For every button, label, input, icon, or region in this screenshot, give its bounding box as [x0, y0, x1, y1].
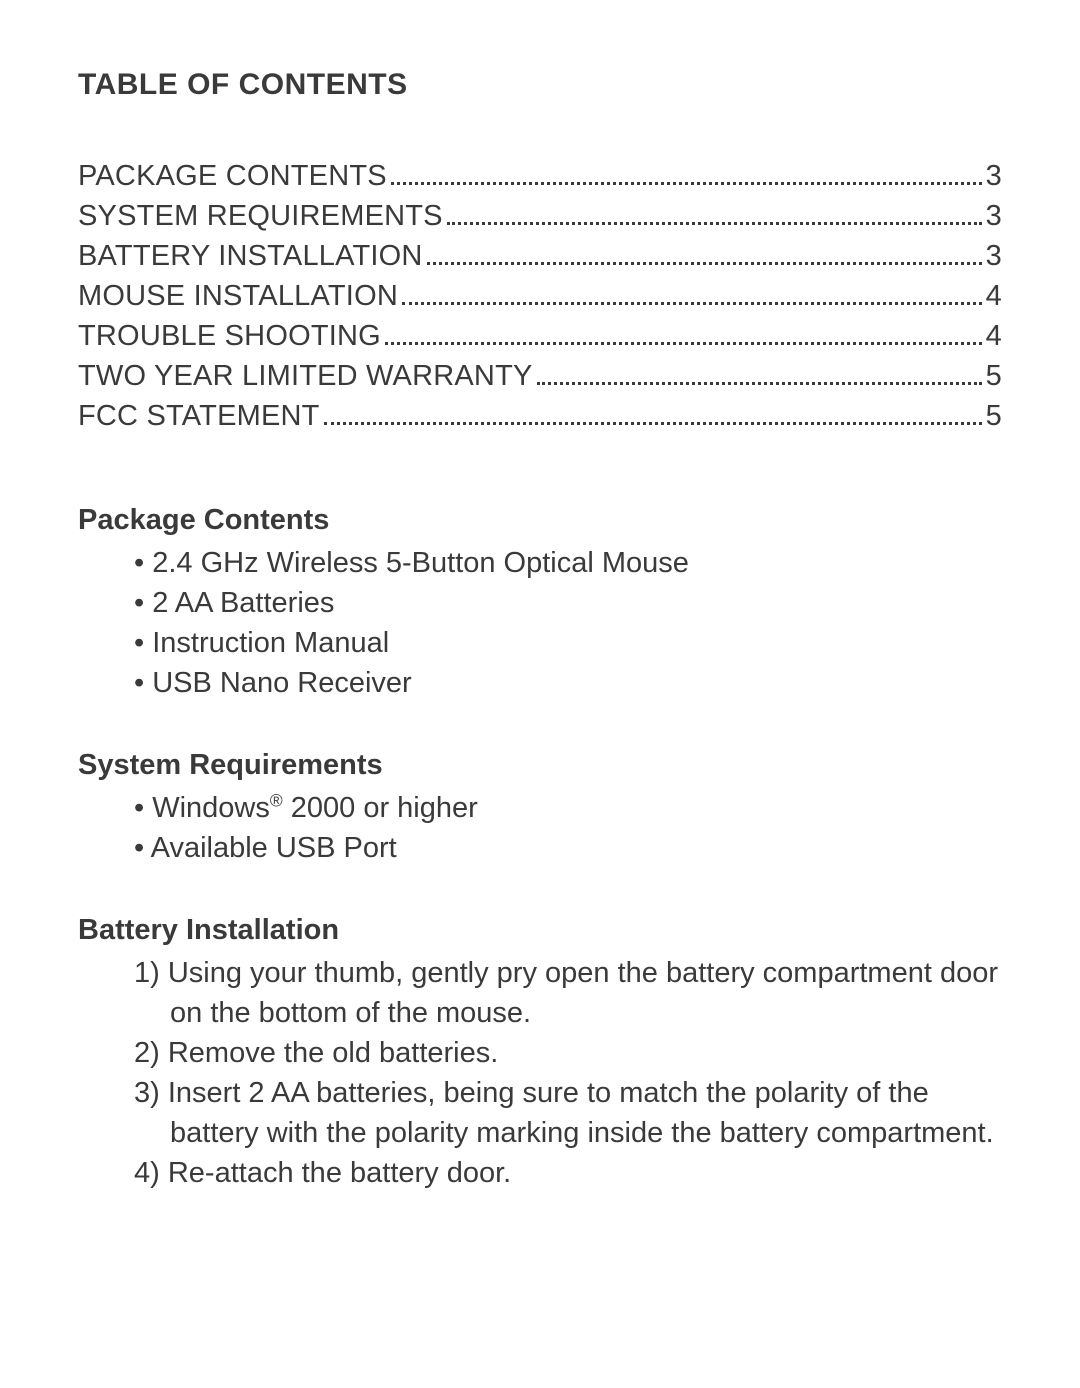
- section-battery-installation: Battery Installation 1) Using your thumb…: [78, 914, 1002, 1193]
- table-of-contents: PACKAGE CONTENTS 3 SYSTEM REQUIREMENTS 3…: [78, 156, 1002, 436]
- list-item: 4) Re-attach the battery door.: [134, 1153, 1002, 1193]
- toc-row: MOUSE INSTALLATION 4: [78, 276, 1002, 316]
- list-item: USB Nano Receiver: [134, 663, 1002, 703]
- list-item: 2 AA Batteries: [134, 583, 1002, 623]
- toc-label: BATTERY INSTALLATION: [78, 236, 423, 276]
- toc-leader-dots: [385, 342, 982, 345]
- toc-page-number: 3: [986, 236, 1002, 276]
- toc-page-number: 4: [986, 316, 1002, 356]
- bullet-list: Windows® 2000 or higher Available USB Po…: [78, 788, 1002, 868]
- toc-row: BATTERY INSTALLATION 3: [78, 236, 1002, 276]
- document-page: TABLE OF CONTENTS PACKAGE CONTENTS 3 SYS…: [0, 0, 1080, 1193]
- toc-leader-dots: [537, 382, 982, 385]
- section-heading: Battery Installation: [78, 914, 1002, 947]
- toc-leader-dots: [402, 302, 982, 305]
- list-item: 3) Insert 2 AA batteries, being sure to …: [134, 1073, 1002, 1153]
- list-item: Windows® 2000 or higher: [134, 788, 1002, 828]
- toc-page-number: 5: [986, 356, 1002, 396]
- toc-label: FCC STATEMENT: [78, 396, 320, 436]
- page-title: TABLE OF CONTENTS: [78, 68, 1002, 102]
- list-item: 2) Remove the old batteries.: [134, 1033, 1002, 1073]
- toc-row: TROUBLE SHOOTING 4: [78, 316, 1002, 356]
- toc-row: PACKAGE CONTENTS 3: [78, 156, 1002, 196]
- list-item: Instruction Manual: [134, 623, 1002, 663]
- toc-row: FCC STATEMENT 5: [78, 396, 1002, 436]
- list-item: Available USB Port: [134, 828, 1002, 868]
- toc-label: MOUSE INSTALLATION: [78, 276, 398, 316]
- toc-leader-dots: [391, 182, 982, 185]
- toc-leader-dots: [324, 422, 982, 425]
- toc-page-number: 3: [986, 196, 1002, 236]
- toc-row: TWO YEAR LIMITED WARRANTY 5: [78, 356, 1002, 396]
- list-item: 1) Using your thumb, gently pry open the…: [134, 953, 1002, 1033]
- section-package-contents: Package Contents 2.4 GHz Wireless 5-Butt…: [78, 504, 1002, 703]
- ordered-list: 1) Using your thumb, gently pry open the…: [78, 953, 1002, 1193]
- toc-leader-dots: [427, 262, 982, 265]
- list-item: 2.4 GHz Wireless 5-Button Optical Mouse: [134, 543, 1002, 583]
- toc-page-number: 5: [986, 396, 1002, 436]
- section-heading: Package Contents: [78, 504, 1002, 537]
- bullet-list: 2.4 GHz Wireless 5-Button Optical Mouse …: [78, 543, 1002, 703]
- section-heading: System Requirements: [78, 749, 1002, 782]
- toc-label: TROUBLE SHOOTING: [78, 316, 381, 356]
- toc-page-number: 3: [986, 156, 1002, 196]
- toc-row: SYSTEM REQUIREMENTS 3: [78, 196, 1002, 236]
- toc-label: TWO YEAR LIMITED WARRANTY: [78, 356, 533, 396]
- section-system-requirements: System Requirements Windows® 2000 or hig…: [78, 749, 1002, 868]
- toc-leader-dots: [447, 222, 982, 225]
- toc-label: PACKAGE CONTENTS: [78, 156, 387, 196]
- toc-page-number: 4: [986, 276, 1002, 316]
- toc-label: SYSTEM REQUIREMENTS: [78, 196, 443, 236]
